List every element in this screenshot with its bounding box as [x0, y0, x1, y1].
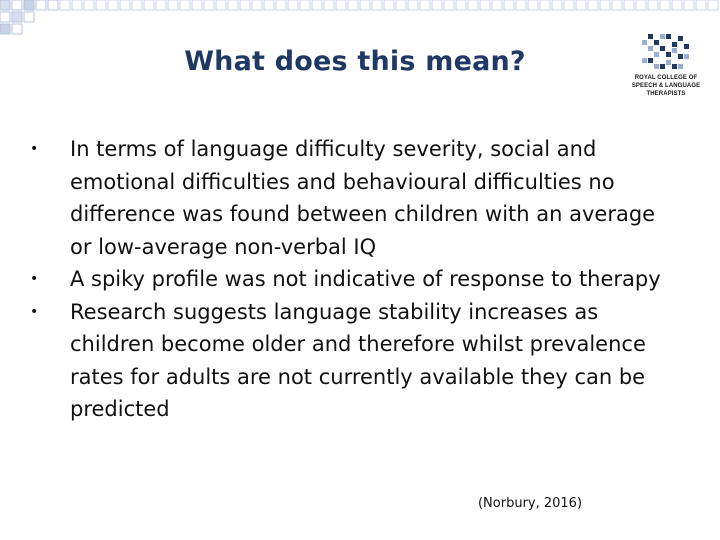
slide-title: What does this mean? [184, 46, 526, 77]
logo-text-line3: THERAPISTS [646, 91, 686, 97]
logo-squares-icon [642, 34, 689, 69]
bullet-item: • In terms of language difficulty severi… [30, 133, 670, 263]
bullet-item: • A spiky profile was not indicative of … [30, 263, 670, 296]
bullet-icon: • [30, 303, 39, 320]
bullet-text: In terms of language difficulty severity… [70, 137, 656, 259]
logo-text-line2: SPEECH & LANGUAGE [631, 83, 701, 89]
bullet-icon: • [30, 271, 39, 287]
bullet-icon: • [30, 141, 39, 157]
logo-text-line1: ROYAL COLLEGE OF [634, 75, 698, 81]
rcslt-logo: ROYAL COLLEGE OF SPEECH & LANGUAGE THERA… [626, 34, 706, 104]
bullet-list: • In terms of language difficulty severi… [30, 133, 670, 426]
bullet-text: Research suggests language stability inc… [70, 299, 646, 422]
bullet-text: A spiky profile was not indicative of re… [70, 267, 661, 291]
decorative-square-grid [0, 0, 719, 35]
deco-squares-group [0, 0, 59, 35]
bullet-item: • Research suggests language stability i… [30, 296, 670, 426]
citation: (Norbury, 2016) [477, 496, 583, 511]
deco-top-row [59, 0, 719, 11]
